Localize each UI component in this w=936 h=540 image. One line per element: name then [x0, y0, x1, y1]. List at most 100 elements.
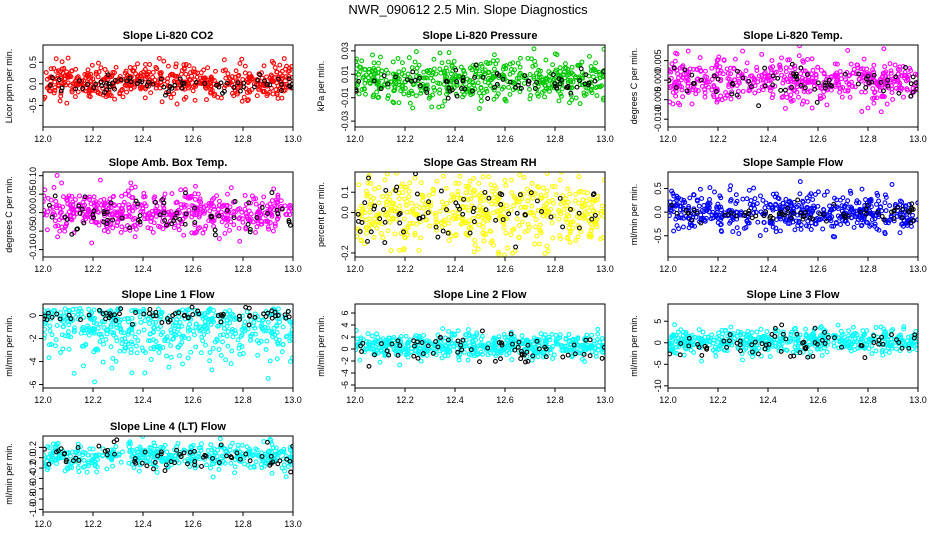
data-point: [573, 238, 579, 243]
reference-point: [453, 67, 459, 73]
reference-point: [461, 196, 467, 202]
data-point: [70, 307, 76, 312]
data-point: [803, 223, 809, 229]
data-point: [411, 82, 416, 88]
data-point: [805, 198, 811, 204]
data-point: [546, 209, 552, 215]
data-point: [439, 199, 445, 205]
data-point: [512, 248, 518, 254]
x-tick-label: 12.0: [659, 134, 677, 144]
data-point: [798, 226, 804, 232]
reference-point: [589, 216, 595, 222]
data-point: [685, 80, 691, 86]
data-point: [380, 235, 386, 241]
data-point: [770, 92, 776, 98]
data-point: [110, 355, 116, 361]
reference-point: [863, 85, 869, 90]
data-point: [558, 211, 564, 217]
data-point: [788, 70, 794, 76]
data-point: [534, 346, 540, 351]
data-point: [388, 248, 394, 254]
data-point: [379, 194, 385, 199]
reference-point: [523, 359, 528, 365]
data-point: [60, 346, 66, 352]
reference-point: [770, 216, 776, 221]
data-point: [244, 309, 250, 315]
data-point: [502, 178, 508, 183]
data-point: [493, 201, 499, 207]
data-point: [130, 68, 136, 74]
data-point: [237, 61, 243, 66]
data-point: [572, 75, 578, 81]
reference-point: [91, 85, 97, 91]
data-point: [128, 180, 134, 186]
data-point: [392, 75, 398, 81]
data-point: [678, 197, 684, 203]
data-point: [847, 188, 853, 194]
reference-point: [556, 76, 562, 82]
data-point: [275, 340, 281, 346]
data-point: [87, 88, 92, 94]
reference-point: [420, 351, 426, 357]
data-point: [477, 203, 483, 209]
reference-point: [246, 305, 252, 311]
data-point: [525, 228, 531, 234]
data-point: [188, 349, 194, 355]
data-point: [366, 339, 372, 345]
data-point: [43, 332, 48, 338]
data-point: [534, 233, 540, 239]
data-point: [471, 249, 477, 255]
data-point: [735, 88, 741, 94]
data-point: [553, 192, 559, 198]
data-point: [477, 106, 482, 111]
reference-point: [438, 188, 444, 194]
data-point: [538, 349, 544, 355]
data-point: [805, 56, 810, 62]
data-point: [474, 345, 480, 351]
data-point: [543, 77, 549, 82]
data-point: [517, 72, 522, 78]
data-point: [491, 66, 497, 72]
data-point: [461, 218, 467, 224]
data-point: [668, 69, 674, 75]
x-tick-label: 13.0: [596, 264, 614, 274]
data-point: [601, 97, 605, 103]
data-point: [179, 334, 185, 340]
reference-point: [66, 312, 72, 318]
data-point: [362, 80, 368, 86]
data-point: [792, 66, 798, 72]
data-point: [695, 88, 701, 94]
data-point: [139, 84, 145, 90]
reference-point: [91, 208, 97, 214]
reference-point: [810, 216, 816, 222]
data-point: [51, 66, 57, 71]
reference-point: [565, 352, 571, 358]
reference-point: [379, 341, 384, 347]
data-point: [693, 214, 699, 220]
reference-point: [823, 80, 829, 86]
data-point: [384, 172, 390, 177]
data-point: [409, 200, 415, 206]
data-point: [531, 212, 537, 218]
reference-point: [247, 313, 253, 318]
data-point: [264, 203, 270, 209]
data-point: [503, 63, 509, 69]
reference-point: [908, 81, 914, 87]
data-point: [224, 317, 230, 323]
data-point: [819, 352, 825, 358]
data-point: [563, 65, 569, 71]
data-point: [565, 220, 571, 226]
reference-point: [179, 80, 185, 86]
reference-point: [372, 352, 377, 358]
x-tick-label: 12.2: [84, 264, 102, 274]
x-tick-label: 12.4: [134, 134, 152, 144]
data-point: [145, 225, 151, 231]
data-point: [126, 204, 132, 210]
data-point: [437, 81, 443, 86]
reference-point: [587, 353, 593, 359]
data-point: [899, 73, 905, 79]
data-point: [700, 329, 706, 335]
data-point: [831, 206, 837, 212]
data-point: [398, 348, 404, 354]
